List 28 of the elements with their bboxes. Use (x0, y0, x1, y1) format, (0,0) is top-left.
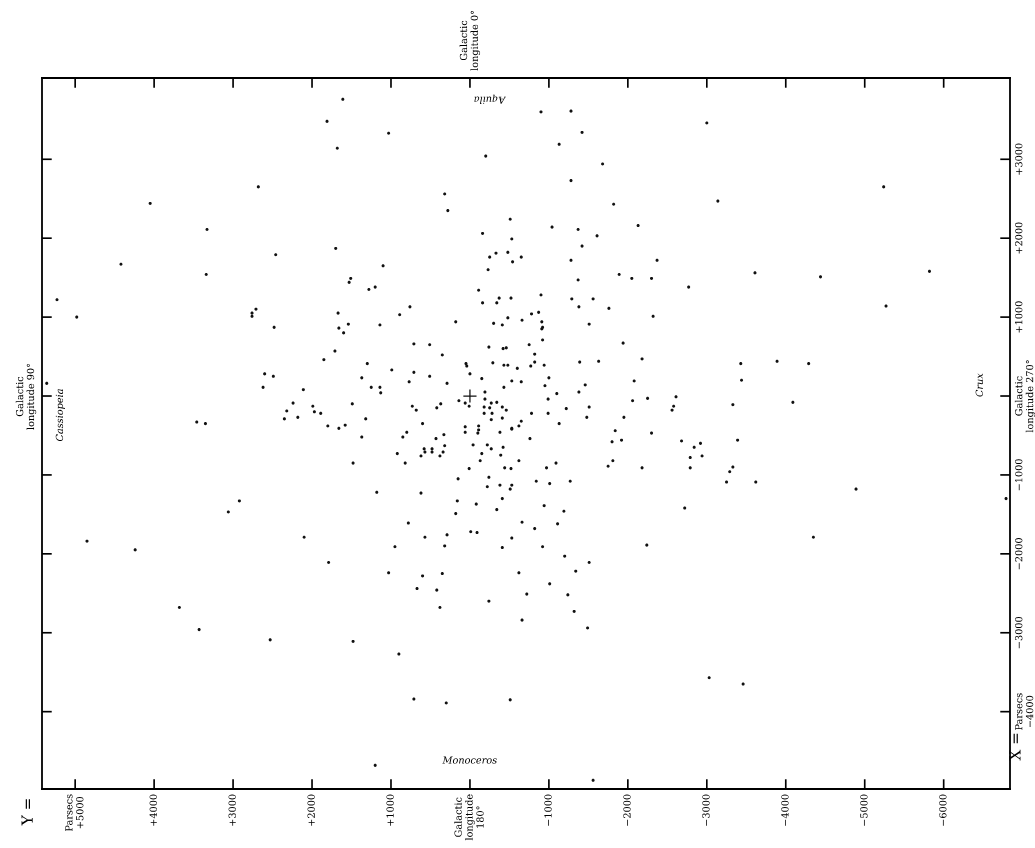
y-tick-label: +3000 (1015, 143, 1023, 175)
y-tick-label: +2000 (1015, 222, 1023, 254)
annotation: Crux (975, 373, 983, 397)
x-tick-label: Parsecs +5000 (65, 794, 84, 832)
y-tick-label: +1000 (1015, 301, 1023, 333)
text: Y = (21, 799, 33, 826)
y-tick-label: Parsecs −4000 (1015, 693, 1034, 730)
y-tick-label: −1000 (1015, 459, 1023, 491)
annotation: Monoceros (442, 756, 497, 764)
y-tick-label: Galactic longitude 270° (1014, 360, 1035, 433)
y-tick-label: −3000 (1015, 616, 1023, 649)
y-axis-title: X = (1009, 733, 1021, 761)
x-tick-label: −5000 (860, 794, 868, 826)
text: Galactic longitude 0° (459, 10, 481, 71)
x-tick-label: +2000 (307, 794, 315, 826)
x-tick-label: +4000 (149, 794, 157, 826)
x-tick-label: −1000 (544, 794, 552, 826)
annotation: Cassiopeia (55, 389, 65, 442)
x-tick-label: +1000 (386, 794, 394, 826)
x-tick-label: −2000 (623, 794, 631, 826)
x-tick-label: −3000 (702, 794, 710, 826)
text: Galactic longitude 90° (15, 363, 37, 430)
x-tick-label: −4000 (781, 794, 789, 826)
x-tick-label: +3000 (228, 794, 236, 826)
x-tick-label: Galactic longitude 180° (454, 794, 484, 841)
y-tick-label: −2000 (1015, 538, 1023, 570)
annotation: Aquila (474, 94, 506, 105)
x-tick-label: −6000 (939, 794, 947, 826)
